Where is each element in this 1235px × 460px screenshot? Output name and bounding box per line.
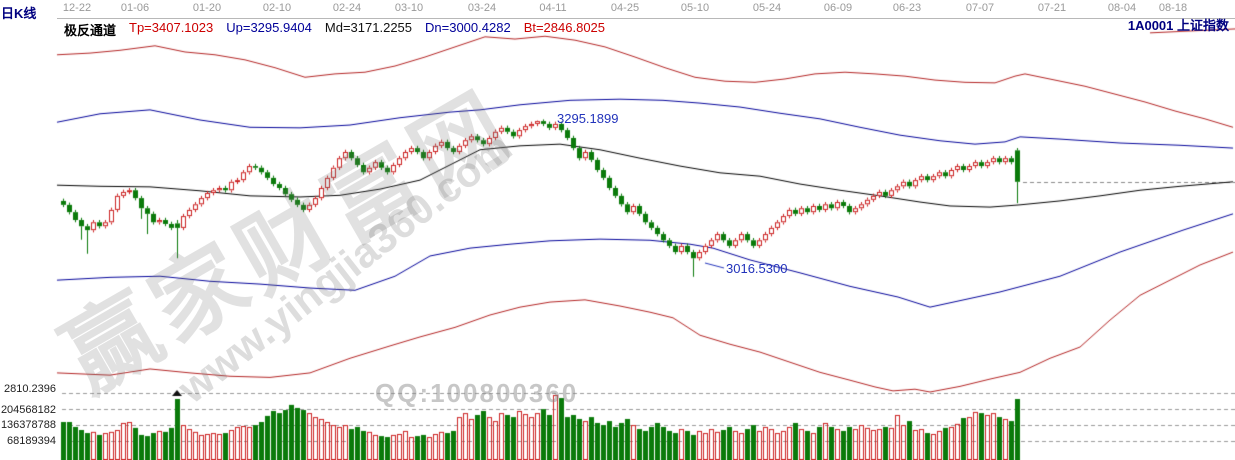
axis-label: 136378788 [0, 419, 56, 431]
date-tick: 05-24 [752, 2, 782, 14]
date-tick: 04-25 [610, 2, 640, 14]
price-annotation: 3295.1899 [557, 111, 619, 126]
indicator-value: Bt=2846.8025 [523, 20, 606, 35]
indicator-bar: 极反通道 Tp=3407.1023 Up=3295.9404 Md=3171.225… [64, 20, 605, 39]
date-tick: 04-11 [539, 2, 567, 14]
date-tick: 06-09 [823, 2, 853, 14]
period-title: 日K线 [1, 6, 37, 21]
date-tick: 06-23 [892, 2, 922, 14]
axis-label: 204568182 [0, 404, 56, 416]
axis-label: 68189394 [7, 435, 56, 447]
date-tick: 08-18 [1158, 2, 1188, 14]
indicator-value: Tp=3407.1023 [129, 20, 214, 35]
date-tick: 12-22 [62, 2, 92, 14]
date-tick: 01-20 [192, 2, 222, 14]
date-axis: 12-22 01-06 01-20 02-10 02-24 03-10 03-24 04-11… [0, 0, 1235, 18]
date-tick: 03-10 [394, 2, 424, 14]
date-tick: 02-24 [332, 2, 362, 14]
date-tick: 02-10 [262, 2, 292, 14]
date-tick: 01-06 [120, 2, 150, 14]
date-tick: 08-04 [1107, 2, 1137, 14]
axis-label: 2810.2396 [4, 383, 56, 395]
indicator-value: Up=3295.9404 [226, 20, 312, 35]
index-code-title: 1A0001 上证指数 [1127, 18, 1229, 33]
indicator-value: Dn=3000.4282 [425, 20, 511, 35]
indicator-value: Md=3171.2255 [324, 20, 413, 35]
indicator-name: 极反通道 [64, 23, 117, 38]
qq-watermark: QQ:100800360 [375, 378, 579, 408]
date-tick: 07-21 [1037, 2, 1067, 14]
date-tick: 05-10 [680, 2, 710, 14]
price-annotation: 3016.5300 [726, 261, 788, 276]
date-axis-rule [57, 18, 1235, 19]
date-tick: 03-24 [467, 2, 497, 14]
date-tick: 07-07 [965, 2, 995, 14]
